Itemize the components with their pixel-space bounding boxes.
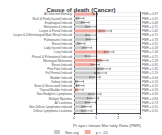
svg-text:PMR = 0.97: PMR = 0.97	[142, 12, 158, 16]
svg-text:PMR = 0.75: PMR = 0.75	[142, 25, 158, 29]
svg-text:Thyroid Bladder Induced: Thyroid Bladder Induced	[39, 88, 72, 92]
svg-text:PMR = 0.83: PMR = 0.83	[142, 96, 158, 100]
svg-text:p < .01: p < .01	[96, 130, 109, 135]
svg-text:Full Frontal Induced: Full Frontal Induced	[45, 71, 72, 75]
svg-text:PMR = 0.58: PMR = 0.58	[142, 46, 158, 50]
svg-text:PMR = 0.49: PMR = 0.49	[142, 21, 158, 25]
svg-text:PMR = 1.42: PMR = 1.42	[142, 29, 158, 33]
svg-text:All Leukemia: All Leukemia	[55, 101, 73, 105]
svg-text:Non-Diffuse Lymphoma Induced: Non-Diffuse Lymphoma Induced	[29, 105, 72, 109]
svg-text:PMR = 1.19: PMR = 1.19	[142, 71, 158, 75]
svg-text:Bladder Induced: Bladder Induced	[50, 75, 72, 79]
svg-text:PMR = 0.93: PMR = 0.93	[142, 92, 158, 96]
svg-text:Kidney Induced: Kidney Induced	[51, 79, 72, 83]
svg-text:Meningeal Melanoma: Meningeal Melanoma	[43, 58, 72, 62]
svg-text:Non-sig: Non-sig	[65, 130, 79, 135]
svg-text:PMR = 1.35: PMR = 1.35	[142, 67, 158, 71]
svg-text:1: 1	[95, 115, 98, 120]
svg-text:Larynx & Partial Induced: Larynx & Partial Induced	[39, 29, 72, 33]
svg-text:PMR = 1.28: PMR = 1.28	[142, 58, 158, 62]
svg-text:PMR = 0.78: PMR = 0.78	[142, 37, 158, 41]
svg-text:PMR = 0.75: PMR = 0.75	[142, 33, 158, 37]
svg-text:3: 3	[139, 115, 142, 120]
svg-text:PMR = 0.55: PMR = 0.55	[142, 109, 158, 113]
svg-text:PMR = 0.73: PMR = 0.73	[142, 101, 158, 105]
svg-text:PMR = 0.75: PMR = 0.75	[142, 54, 158, 58]
svg-text:Rectal Induced: Rectal Induced	[52, 42, 72, 46]
svg-text:Cause of death (Cancer): Cause of death (Cancer)	[46, 7, 115, 13]
svg-text:Brain & Nerve-work Induced: Brain & Nerve-work Induced	[34, 84, 72, 88]
svg-text:Melanoma & Induced: Melanoma & Induced	[44, 25, 73, 29]
svg-text:PMR = 0.19: PMR = 0.19	[142, 88, 158, 92]
svg-text:0: 0	[73, 115, 76, 120]
svg-text:Pulmonaries Induced: Pulmonaries Induced	[44, 37, 73, 41]
svg-text:Breast Induced: Breast Induced	[52, 63, 73, 67]
svg-text:PMR = 0.19: PMR = 0.19	[142, 79, 158, 83]
svg-text:2: 2	[117, 115, 120, 120]
svg-text:Lady Injured Induced: Lady Injured Induced	[44, 46, 72, 50]
svg-text:Pink Fake Induced: Pink Fake Induced	[47, 67, 72, 71]
svg-text:PMR = 0.25: PMR = 0.25	[142, 16, 158, 20]
svg-text:PMR = 0.55: PMR = 0.55	[142, 105, 158, 109]
svg-text:Larynx & Differentiaged Male R: Larynx & Differentiaged Male Renal Induc…	[13, 33, 72, 37]
svg-text:Lung Induced: Lung Induced	[54, 50, 73, 54]
svg-text:Pr opo r tionate Mor tality Ra: Pr opo r tionate Mor tality Ratio (PMR)	[73, 123, 141, 128]
svg-text:PMR = 0.94: PMR = 0.94	[142, 75, 158, 79]
svg-text:All Selected Mortality: All Selected Mortality	[44, 12, 72, 16]
svg-text:PMR = 1.58: PMR = 1.58	[142, 50, 158, 54]
svg-text:Esophageal Induced: Esophageal Induced	[45, 21, 73, 25]
svg-text:Diffuse Lymphoma Leukemia: Diffuse Lymphoma Leukemia	[33, 109, 72, 113]
svg-text:PMR = 0.31: PMR = 0.31	[142, 42, 158, 46]
svg-text:PMR = 0.95: PMR = 0.95	[142, 63, 158, 67]
svg-text:Skull & Finely Injured Induced: Skull & Finely Injured Induced	[32, 16, 72, 20]
svg-text:Non-Hodgkin's Lymphoma: Non-Hodgkin's Lymphoma	[37, 92, 72, 96]
svg-text:PMR = 0.25: PMR = 0.25	[142, 84, 158, 88]
svg-text:Pleural & Pulmational Induced: Pleural & Pulmational Induced	[32, 54, 73, 58]
svg-text:Multiple Myeloma: Multiple Myeloma	[49, 96, 73, 100]
